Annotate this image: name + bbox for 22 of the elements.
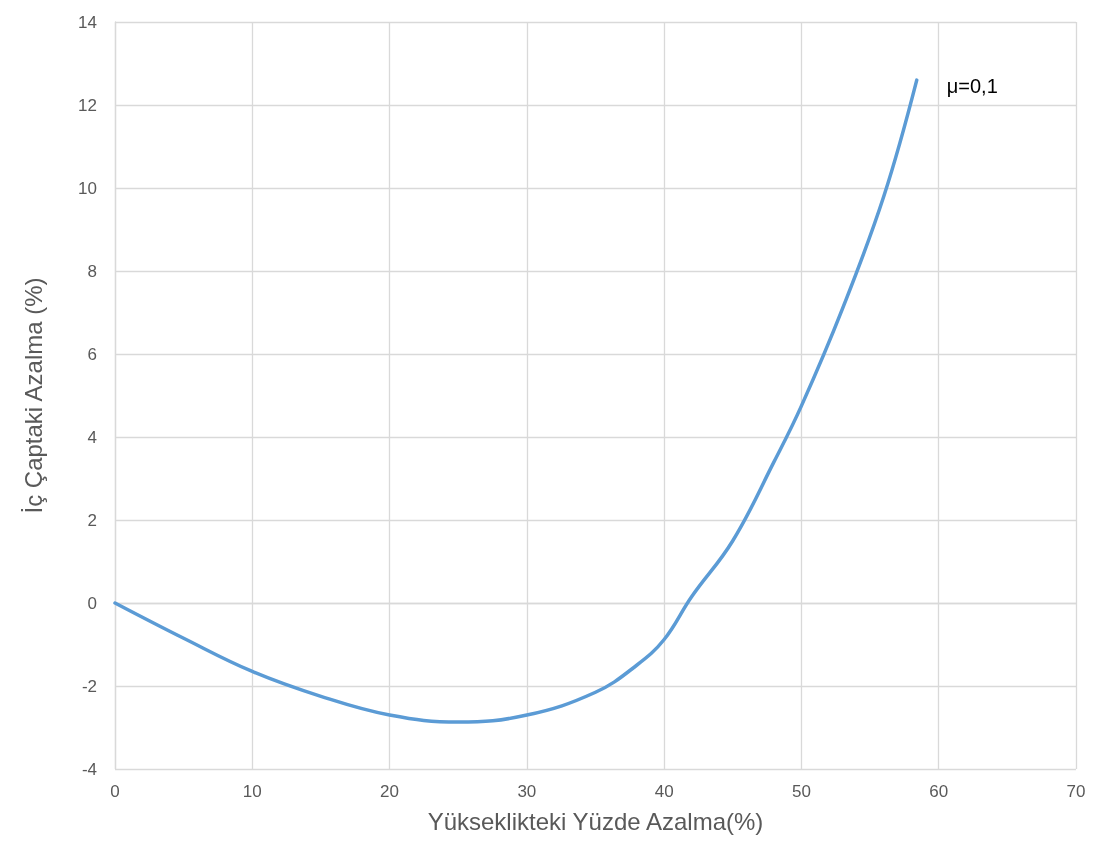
- y-tick-label: -4: [81, 759, 97, 779]
- line-series: [113, 78, 919, 724]
- y-tick-label: 4: [87, 427, 97, 447]
- x-tick-label: 0: [110, 782, 120, 801]
- y-tick-label: 6: [87, 344, 97, 364]
- y-tick-label: 10: [78, 178, 97, 198]
- x-tick-label: 70: [1066, 782, 1086, 801]
- y-tick-label: 12: [78, 95, 97, 115]
- y-axis-title: İç Çaptaki Azalma (%): [19, 277, 47, 514]
- y-tick-label: 0: [87, 593, 97, 613]
- series-label: μ=0,1: [946, 75, 998, 98]
- x-tick-label: 20: [380, 782, 400, 801]
- x-axis-title: Yükseklikteki Yüzde Azalma(%): [427, 807, 764, 835]
- x-tick-label: 60: [929, 782, 949, 801]
- x-tick-label: 50: [791, 782, 811, 801]
- y-tick-label: 2: [87, 510, 97, 530]
- y-tick-label: 14: [78, 12, 97, 32]
- x-tick-label: 30: [517, 782, 537, 801]
- x-tick-label: 10: [242, 782, 262, 801]
- x-tick-label: 40: [654, 782, 674, 801]
- y-tick-label: 8: [87, 261, 97, 281]
- y-tick-label: -2: [81, 676, 97, 696]
